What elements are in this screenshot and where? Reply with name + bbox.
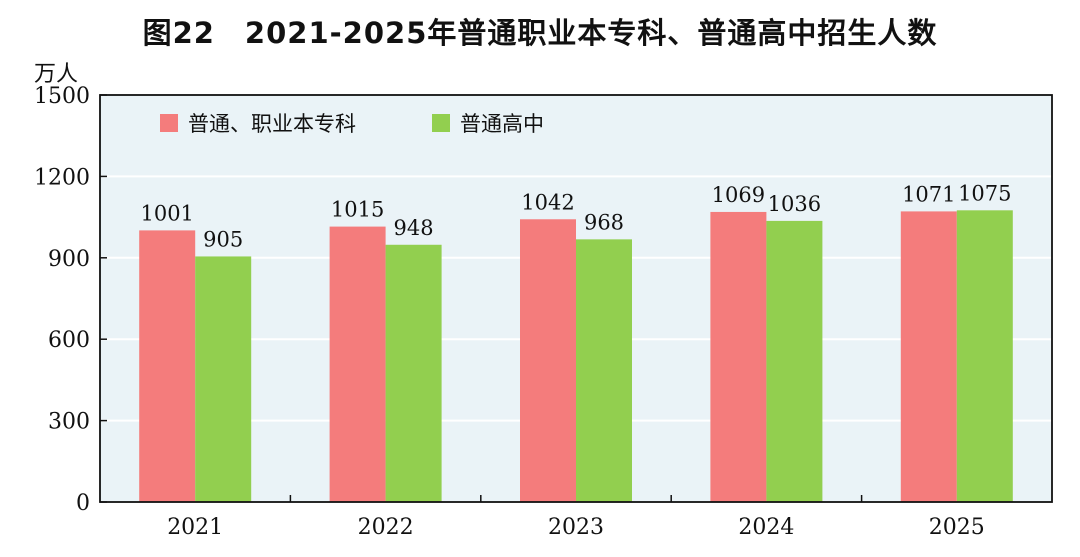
bar [385, 244, 442, 502]
plot-frame [99, 94, 1053, 503]
x-tick-label: 2025 [929, 515, 985, 540]
y-axis-unit: 万人 [34, 62, 79, 87]
bar [195, 256, 252, 502]
data-label: 1069 [712, 183, 765, 207]
data-label: 1042 [521, 190, 574, 214]
y-tick-label: 300 [48, 410, 90, 435]
legend-swatch [432, 114, 450, 132]
chart-title: 图22 2021-2025年普通职业本专科、普通高中招生人数 [142, 16, 938, 50]
data-label: 1075 [958, 181, 1011, 205]
y-tick-label: 1500 [34, 84, 90, 109]
data-label: 905 [203, 227, 243, 251]
x-tick-label: 2022 [358, 515, 414, 540]
x-tick-label: 2023 [548, 515, 604, 540]
y-tick-label: 900 [48, 247, 90, 272]
x-tick-label: 2024 [738, 515, 794, 540]
bar [710, 211, 767, 502]
legend-label: 普通、职业本专科 [188, 112, 356, 136]
data-label: 968 [584, 210, 624, 234]
bar [329, 226, 386, 502]
y-tick-label: 0 [76, 491, 90, 516]
x-tick-label: 2021 [167, 515, 223, 540]
data-label: 1036 [768, 192, 821, 216]
bar [956, 210, 1013, 503]
bar [766, 220, 823, 502]
data-label: 1015 [331, 198, 384, 222]
legend-swatch [160, 114, 178, 132]
bar [139, 230, 196, 503]
bar [520, 219, 576, 502]
y-tick-label: 1200 [34, 165, 90, 190]
data-label: 1001 [140, 201, 193, 225]
bar [576, 239, 632, 502]
data-label: 948 [394, 216, 434, 240]
data-label: 1071 [902, 182, 955, 206]
bar [900, 211, 957, 503]
legend-label: 普通高中 [460, 112, 544, 136]
y-tick-label: 600 [48, 328, 90, 353]
